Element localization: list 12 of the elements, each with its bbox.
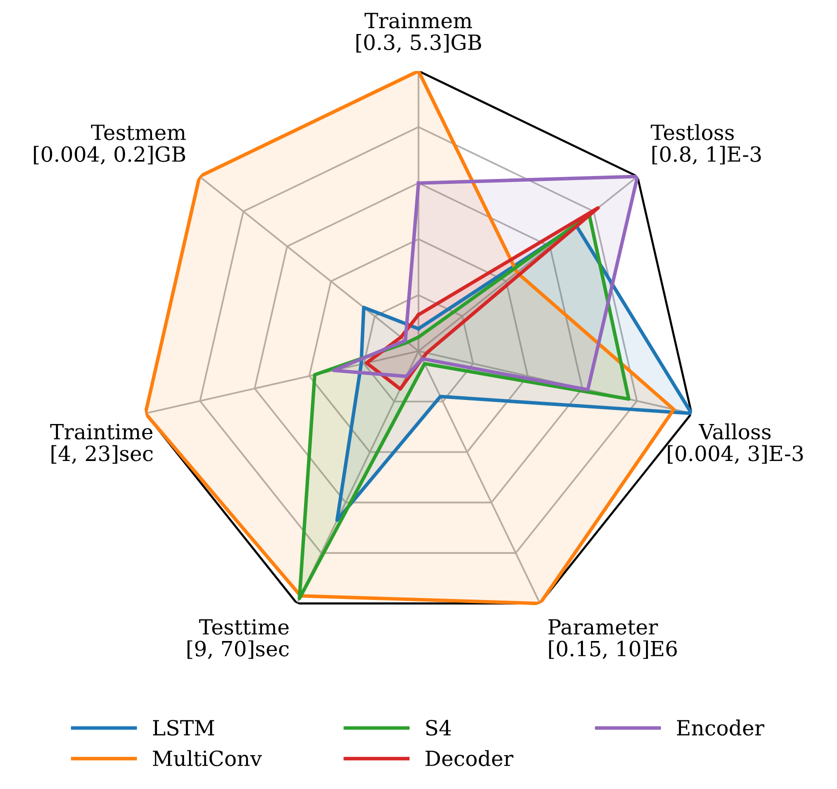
spoke-label: Trainmem [0.3, 5.3]GB bbox=[356, 12, 482, 53]
legend-label: Decoder bbox=[426, 750, 514, 766]
legend-label: Encoder bbox=[676, 720, 764, 736]
spoke-label: Testmem [0.004, 0.2]GB bbox=[34, 124, 186, 164]
spoke-label: Testloss [0.8, 1]E-3 bbox=[650, 124, 761, 164]
spoke-label: Valloss [0.004, 3]E-3 bbox=[668, 423, 803, 464]
legend-label: LSTM bbox=[153, 720, 214, 736]
legend-label: S4 bbox=[426, 720, 451, 736]
spoke-label: Parameter [0.15, 10]E6 bbox=[548, 619, 677, 660]
legend-label: MultiConv bbox=[152, 750, 262, 766]
spoke-label: Traintime [4, 23]sec bbox=[50, 424, 153, 464]
spoke-label: Testtime [9, 70]sec bbox=[188, 619, 289, 660]
